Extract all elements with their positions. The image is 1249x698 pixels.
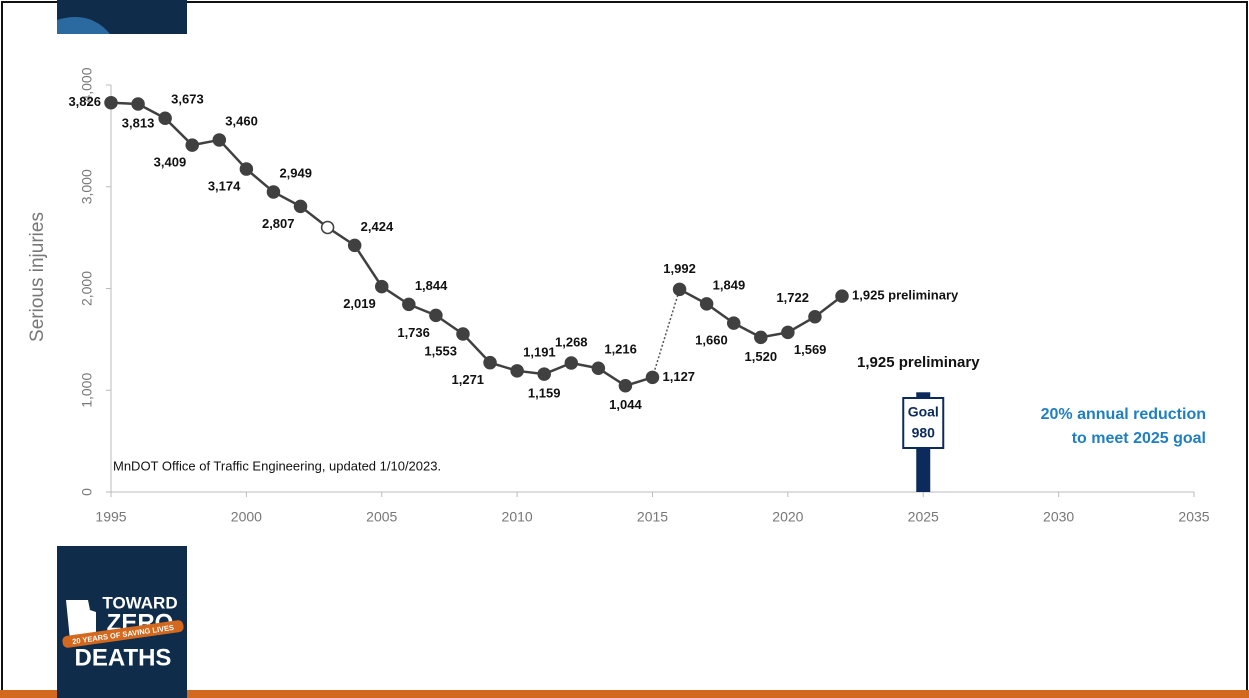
footer-bar [0,690,1249,698]
value-label: 2,019 [343,296,376,311]
x-tick-label: 2025 [908,509,939,525]
point [429,308,443,323]
value-label: 3,174 [208,178,241,193]
logo-text: DEATHS [75,644,172,671]
point [402,297,416,312]
goal-sign [902,397,945,449]
source-note: MnDOT Office of Traffic Engineering, upd… [113,458,441,473]
logo: TOWARD ZERO 20 YEARS OF SAVING LIVES DEA… [57,546,187,698]
goal-value: 980 [912,425,936,441]
value-label: 2,949 [279,165,312,180]
point [564,356,579,370]
point [537,367,551,381]
x-tick-label: 2030 [1043,509,1074,525]
logo-banner [62,620,184,648]
point [808,310,822,324]
point [483,355,497,370]
value-label: 1,191 [523,344,556,359]
point [131,97,145,111]
dotted-segment [651,289,681,378]
value-label: 1,520 [745,349,778,364]
value-label: 1,844 [415,278,448,293]
point [781,325,795,340]
point [618,379,633,393]
value-label: 3,460 [225,113,258,128]
value-label: 1,736 [397,325,430,340]
value-label: 1,992 [663,261,696,276]
value-label: 3,409 [154,155,187,170]
y-tick-label: 1,000 [79,373,95,408]
x-tick-label: 2000 [231,509,262,525]
point [347,238,362,253]
value-label: 1,925 preliminary [852,288,959,303]
x-tick-label: 1995 [95,509,126,525]
point [591,361,606,376]
value-label: 2,424 [361,219,394,234]
point [239,162,254,176]
value-label: 1,271 [452,372,485,387]
point [510,364,524,378]
x-tick-label: 2020 [772,509,803,525]
point [699,297,714,311]
x-tick-label: 2035 [1178,509,1209,525]
point [158,111,172,126]
value-label: 1,553 [424,343,457,358]
value-label: 1,216 [604,342,637,357]
logo-top-accent [57,17,110,34]
value-label: 1,849 [713,277,746,292]
point [104,95,118,110]
point [672,282,687,297]
value-label: 1,127 [663,369,696,384]
preliminary-note: 1,925 preliminary [857,354,980,371]
line-segment [353,244,383,288]
reduction-note: 20% annual reduction [1041,406,1206,423]
value-label: 3,673 [171,92,204,107]
point [726,316,741,330]
point [375,279,389,294]
point [185,138,199,152]
point [754,330,768,345]
logo-text: TOWARD [102,593,177,612]
point [456,327,470,341]
point [645,370,660,385]
y-tick-label: 4,000 [79,67,95,102]
value-label: 1,569 [794,342,827,357]
value-label: 3,813 [122,115,155,130]
x-tick-label: 2010 [502,509,533,525]
reduction-note: to meet 2025 goal [1072,430,1206,447]
value-label: 1,159 [528,386,561,401]
point [293,199,308,214]
y-tick-label: 2,000 [79,271,95,306]
point [835,289,849,303]
value-label: 2,807 [262,216,295,231]
y-tick-label: 0 [79,488,95,496]
point [266,185,281,199]
y-tick-label: 3,000 [79,169,95,204]
x-tick-label: 2005 [366,509,397,525]
point [212,133,227,147]
x-tick-label: 2015 [637,509,668,525]
logo-state-shape [66,600,96,640]
goal-label: Goal [908,404,939,420]
point [320,220,335,235]
value-label: 3,826 [68,94,101,109]
y-axis-title: Serious injuries [27,212,48,342]
value-label: 1,044 [609,397,642,412]
value-label: 1,722 [776,290,809,305]
value-label: 1,660 [695,333,728,348]
value-label: 1,268 [555,334,588,349]
